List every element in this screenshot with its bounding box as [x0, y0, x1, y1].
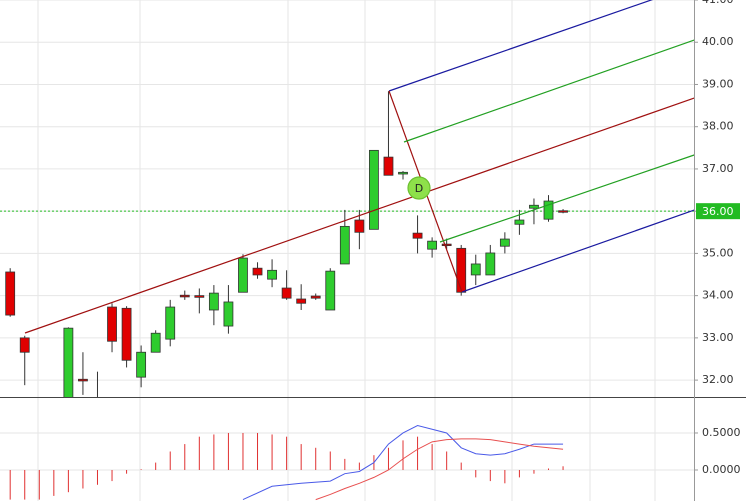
- candle-body: [296, 298, 307, 304]
- candle-body: [529, 204, 539, 209]
- y-tick-label: 38.00: [702, 120, 734, 133]
- candle-body: [107, 306, 117, 342]
- candle-body: [208, 292, 219, 311]
- candle-body: [383, 156, 394, 176]
- candle-body: [514, 219, 525, 225]
- y-tick-label: 35.00: [702, 246, 734, 259]
- candle-body: [150, 332, 161, 353]
- candle-body: [310, 295, 321, 299]
- candle-body: [558, 210, 568, 213]
- candle-body: [194, 295, 205, 298]
- candle-body: [238, 257, 248, 293]
- candle-body: [543, 200, 554, 220]
- candle-body: [369, 149, 379, 230]
- candle-body: [398, 171, 408, 175]
- candle-body: [63, 327, 74, 397]
- pitchfork: [24, 0, 694, 334]
- candle-body: [441, 243, 452, 247]
- last-price-label: 36.00: [702, 205, 734, 218]
- candle-body: [339, 225, 350, 265]
- candle-body: [121, 307, 132, 361]
- candle-body: [325, 270, 336, 311]
- y-tick-label: 41.00: [702, 0, 734, 6]
- pitchfork-label: D: [415, 182, 423, 195]
- candle-body: [165, 306, 176, 340]
- candle-body: [78, 378, 88, 382]
- candle-body: [456, 247, 467, 293]
- price-panel: [0, 0, 694, 403]
- candle-body: [223, 301, 234, 327]
- candle-body: [179, 294, 190, 298]
- y-tick-label: 34.00: [702, 289, 734, 302]
- candle-body: [499, 238, 510, 247]
- last-price-box: [696, 203, 740, 220]
- candle-body: [136, 351, 147, 378]
- candle-body: [267, 269, 277, 280]
- time-grid: [37, 0, 656, 501]
- candle-body: [281, 287, 292, 299]
- y-tick-label: 40.00: [702, 35, 734, 48]
- candle-body: [470, 263, 481, 276]
- candle-body: [5, 271, 16, 316]
- y-tick-label: 32.00: [702, 373, 734, 386]
- macd-panel: [0, 425, 694, 501]
- y-tick-label: 0.0000: [702, 463, 741, 476]
- candle-body: [19, 337, 30, 353]
- candle-body: [412, 232, 423, 239]
- candle-body: [93, 399, 102, 403]
- y-tick-label: 33.00: [702, 331, 734, 344]
- y-tick-label: 37.00: [702, 162, 734, 175]
- y-tick-label: 0.5000: [702, 426, 741, 439]
- candle-body: [354, 219, 365, 233]
- candle-body: [252, 267, 263, 276]
- macd-line: [242, 425, 564, 501]
- candle-body: [427, 240, 438, 250]
- macd-line: [315, 438, 564, 501]
- candle-body: [485, 252, 496, 276]
- y-tick-label: 39.00: [702, 77, 734, 90]
